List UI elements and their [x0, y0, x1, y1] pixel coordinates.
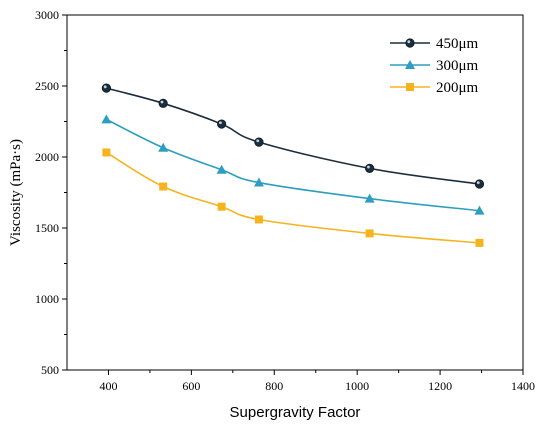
x-tick-label: 1000 — [345, 379, 369, 393]
y-tick-label: 3000 — [35, 8, 59, 22]
data-point — [102, 148, 111, 157]
series-2 — [102, 148, 484, 247]
series-1 — [101, 114, 485, 215]
x-tick-label: 1400 — [511, 379, 535, 393]
y-tick-label: 2000 — [35, 150, 59, 164]
legend-marker — [405, 38, 415, 48]
legend-marker-highlight — [407, 40, 411, 44]
legend: 450μm 300μm 200μm — [390, 36, 479, 96]
legend-label: 200μm — [436, 80, 479, 96]
legend-marker — [406, 83, 414, 91]
y-axis-title: Viscosity (mPa·s) — [8, 139, 24, 246]
data-point — [364, 193, 375, 203]
data-point-highlight — [160, 100, 164, 104]
data-point — [216, 164, 227, 174]
data-point — [158, 98, 168, 108]
data-point — [474, 179, 485, 189]
y-tick-label: 500 — [41, 363, 59, 377]
legend-marker — [405, 60, 415, 69]
y-tick-label: 1500 — [35, 221, 59, 235]
data-point-highlight — [256, 139, 260, 143]
data-point — [101, 83, 111, 93]
data-point — [217, 202, 226, 211]
data-point — [254, 215, 263, 224]
legend-label: 300μm — [436, 58, 479, 74]
legend-item: 300μm — [390, 58, 479, 74]
data-point-highlight — [367, 165, 370, 169]
x-tick-label: 600 — [182, 379, 200, 393]
series-line — [105, 151, 480, 244]
plot-area — [101, 83, 485, 247]
x-tick-label: 800 — [265, 379, 283, 393]
data-point — [254, 137, 264, 147]
data-point — [365, 163, 375, 173]
legend-item: 450μm — [390, 36, 479, 52]
series-line — [106, 118, 480, 212]
data-point — [158, 142, 169, 152]
data-point-highlight — [103, 85, 107, 89]
series-0 — [101, 83, 485, 189]
data-point — [474, 205, 485, 215]
legend-item: 200μm — [390, 80, 479, 96]
data-point — [159, 182, 168, 191]
data-point — [365, 229, 374, 238]
legend-label: 450μm — [436, 36, 479, 52]
y-tick-label: 1000 — [35, 292, 59, 306]
data-point — [217, 119, 227, 129]
data-point — [101, 114, 112, 124]
data-point — [475, 238, 484, 247]
axes: 400 600 800 1000 1200 1400 500 1000 1500 2000 2500… — [35, 8, 535, 393]
y-tick-label: 2500 — [35, 79, 59, 93]
data-point — [253, 177, 264, 187]
x-tick-label: 1200 — [428, 379, 452, 393]
x-tick-label: 400 — [99, 379, 117, 393]
x-axis-title: Supergravity Factor — [230, 404, 361, 421]
data-point-highlight — [219, 121, 222, 125]
data-point-highlight — [476, 181, 480, 185]
